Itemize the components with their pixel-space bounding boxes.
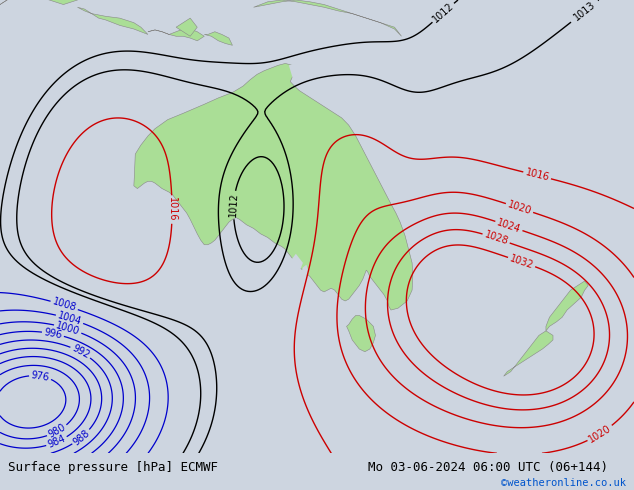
Text: 980: 980 [47,422,68,440]
Polygon shape [134,63,413,310]
Text: 1013: 1013 [572,0,597,23]
Text: Surface pressure [hPa] ECMWF: Surface pressure [hPa] ECMWF [8,461,217,474]
Text: ©weatheronline.co.uk: ©weatheronline.co.uk [501,478,626,489]
Polygon shape [503,331,553,376]
Text: 1016: 1016 [167,197,177,222]
Polygon shape [204,32,233,46]
Polygon shape [77,7,148,34]
Polygon shape [347,316,375,352]
Text: 1004: 1004 [56,311,83,327]
Polygon shape [289,63,328,99]
Text: 1016: 1016 [524,168,550,183]
Polygon shape [546,281,588,331]
Text: 1032: 1032 [508,253,535,270]
Text: 976: 976 [30,370,50,383]
Text: 984: 984 [46,434,67,450]
Polygon shape [148,29,204,41]
Text: 1020: 1020 [506,199,533,217]
Polygon shape [0,0,99,4]
Polygon shape [302,265,309,279]
Text: 988: 988 [71,428,91,447]
Text: 1024: 1024 [496,217,522,235]
Polygon shape [254,0,401,36]
Text: Mo 03-06-2024 06:00 UTC (06+144): Mo 03-06-2024 06:00 UTC (06+144) [368,461,608,474]
Text: 1012: 1012 [228,193,240,218]
Text: 996: 996 [43,327,63,341]
Text: 1012: 1012 [430,1,456,24]
Polygon shape [176,18,197,36]
Text: 1028: 1028 [483,230,510,247]
Polygon shape [289,254,303,276]
Text: 1000: 1000 [55,320,81,337]
Text: 1020: 1020 [587,423,613,444]
Text: 1008: 1008 [51,297,77,314]
Text: 992: 992 [70,343,91,361]
